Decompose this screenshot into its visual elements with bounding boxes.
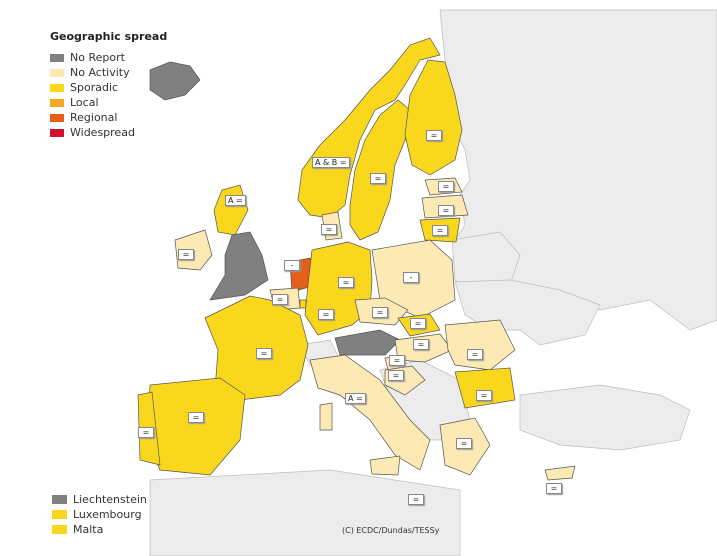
legend-label: Regional [70,111,118,124]
tag-belgium: = [272,294,288,305]
legend-swatch [50,128,64,137]
tag-denmark: = [321,224,337,235]
austria [334,329,401,356]
legend-title: Geographic spread [50,30,168,43]
tag-poland: - [403,272,419,283]
legend-item: No Activity [50,65,167,80]
legend-label: Sporadic [70,81,119,94]
tag-slovakia: = [410,318,426,329]
scotland [213,184,249,236]
legend-swatch [50,68,64,77]
tag-netherlands: - [284,260,300,271]
sweden [349,99,411,241]
tag-norway: A & B = [312,157,350,168]
tag-spain: = [188,412,204,423]
tag-ireland: = [178,249,194,260]
tag-croatia: = [388,370,404,381]
tag-luxembourg: = [318,309,334,320]
tag-latvia: = [438,205,454,216]
small-state-label: Malta [73,523,104,536]
bulgaria [454,367,516,409]
map-credit: (C) ECDC/Dundas/TESSy [342,526,440,535]
legend-label: Widespread [70,126,135,139]
tag-cyprus: = [546,483,562,494]
small-state-swatch [52,525,67,534]
legend-item: Widespread [50,125,167,140]
small-state-item: Malta [52,522,147,537]
north-africa [149,469,461,556]
legend-item: No Report [50,50,167,65]
legend-label: No Report [70,51,125,64]
tag-portugal: = [138,427,154,438]
small-state-label: Liechtenstein [73,493,147,506]
legend-item: Local [50,95,167,110]
small-states-legend: Liechtenstein Luxembourg Malta [52,492,147,537]
small-state-item: Luxembourg [52,507,147,522]
small-state-swatch [52,510,67,519]
iceland [149,61,201,101]
tag-malta: = [408,494,424,505]
legend-swatch [50,53,64,62]
tag-finland: = [426,130,442,141]
small-state-label: Luxembourg [73,508,142,521]
norway [297,37,441,219]
legend-item: Regional [50,110,167,125]
tag-lithuania: = [432,225,448,236]
sardinia [319,402,333,431]
tag-estonia: = [438,181,454,192]
small-state-swatch [52,495,67,504]
tag-romania: = [467,349,483,360]
cyprus [544,465,576,481]
tag-bulgaria: = [476,390,492,401]
legend-label: Local [70,96,99,109]
italy [309,354,431,471]
small-state-item: Liechtenstein [52,492,147,507]
map-legend: Geographic spread No Report No Activity … [50,30,167,140]
tag-sweden: = [370,173,386,184]
legend-swatch [50,83,64,92]
legend-item: Sporadic [50,80,167,95]
turkey [519,384,691,451]
legend-label: No Activity [70,66,130,79]
tag-slovenia: = [389,355,405,366]
tag-uk: A = [225,195,246,206]
tag-germany: = [338,277,354,288]
finland [404,59,463,176]
england [209,231,269,301]
tag-hungary: = [413,339,429,350]
legend-swatch [50,113,64,122]
spain [147,377,246,476]
legend-swatch [50,98,64,107]
tag-italy: A = [345,393,366,404]
luxembourg [299,299,307,309]
tag-france: = [256,348,272,359]
sicily [369,455,401,476]
tag-czech: = [372,307,388,318]
tag-greece: = [456,438,472,449]
